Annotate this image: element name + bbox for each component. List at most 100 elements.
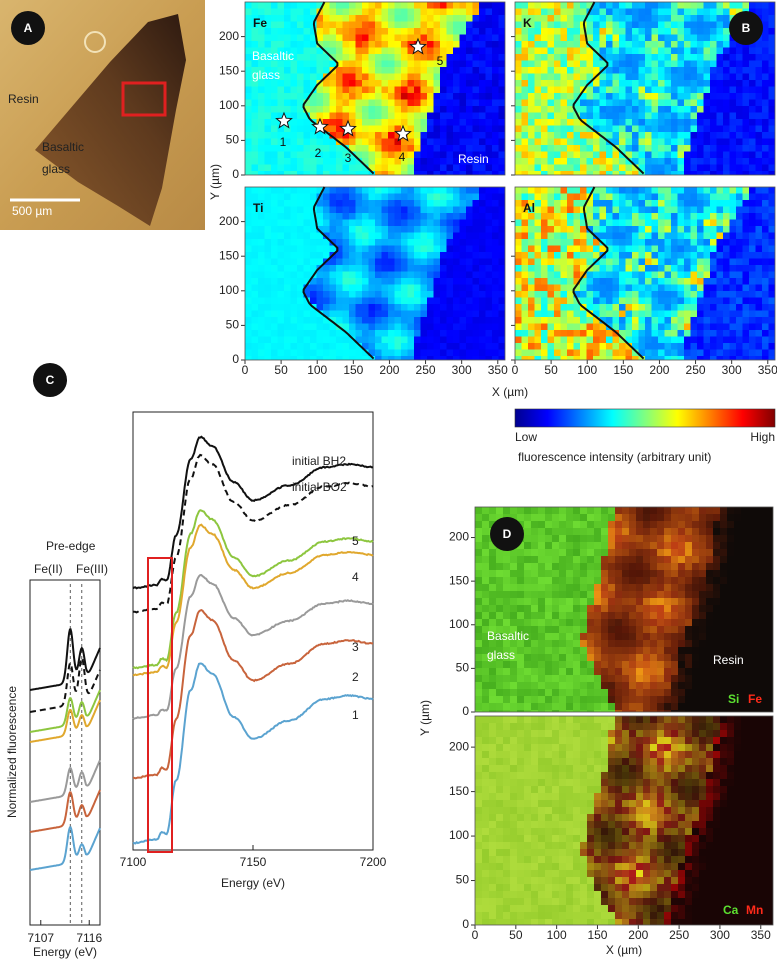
map-pixel xyxy=(528,15,535,22)
map-pixel xyxy=(290,226,298,233)
map-pixel xyxy=(264,80,272,87)
map-pixel xyxy=(677,213,685,220)
map-pixel xyxy=(755,258,763,266)
map-pixel xyxy=(515,164,522,172)
map-pixel xyxy=(768,93,775,100)
map-pixel xyxy=(586,21,594,29)
map-pixel xyxy=(316,291,324,298)
map-pixel xyxy=(251,138,259,146)
map-pixel xyxy=(401,323,408,331)
map-pixel xyxy=(593,86,600,94)
map-pixel xyxy=(375,271,382,279)
map-pixel xyxy=(515,47,522,55)
map-pixel xyxy=(703,330,711,337)
map-pixel xyxy=(619,28,626,35)
map-pixel xyxy=(729,73,737,81)
map-pixel xyxy=(482,591,490,599)
map-pixel xyxy=(534,336,542,344)
map-pixel xyxy=(612,252,620,259)
map-pixel xyxy=(310,343,317,350)
map-pixel xyxy=(355,119,363,126)
map-pixel xyxy=(479,8,486,16)
map-pixel xyxy=(401,349,408,357)
map-pixel xyxy=(586,291,594,298)
map-pixel xyxy=(336,21,343,29)
map-pixel xyxy=(271,28,278,35)
map-pixel xyxy=(612,219,620,227)
map-pixel xyxy=(368,54,376,61)
map-pixel xyxy=(541,2,548,9)
map-pixel xyxy=(541,213,548,220)
map-pixel xyxy=(528,34,535,42)
map-pixel xyxy=(517,661,525,669)
map-pixel xyxy=(632,125,639,133)
map-pixel xyxy=(567,164,574,172)
map-pixel xyxy=(303,343,311,350)
map-pixel xyxy=(466,151,473,159)
map-pixel xyxy=(492,232,499,240)
map-pixel xyxy=(375,145,382,152)
map-pixel xyxy=(475,570,483,578)
map-pixel xyxy=(690,41,698,48)
map-pixel xyxy=(394,60,402,68)
map-pixel xyxy=(420,291,428,298)
map-pixel xyxy=(762,15,769,22)
map-pixel xyxy=(573,356,581,360)
map-pixel xyxy=(612,226,620,233)
map-pixel xyxy=(485,310,493,318)
map-pixel xyxy=(329,206,337,214)
map-pixel xyxy=(459,60,467,68)
map-pixel xyxy=(736,125,743,133)
map-pixel xyxy=(303,213,311,220)
map-pixel xyxy=(541,171,548,175)
map-pixel xyxy=(697,60,704,68)
map-pixel xyxy=(264,323,272,331)
map-pixel xyxy=(251,258,259,266)
map-pixel xyxy=(560,317,568,324)
map-pixel xyxy=(355,106,363,113)
y-tick-label: 0 xyxy=(232,352,239,366)
map-pixel xyxy=(651,349,659,357)
map-pixel xyxy=(297,106,304,113)
map-pixel xyxy=(510,556,518,564)
map-pixel xyxy=(433,226,441,233)
map-pixel xyxy=(723,15,730,22)
map-pixel xyxy=(482,626,490,634)
map-pixel xyxy=(368,145,376,152)
map-pixel xyxy=(566,556,574,564)
map-pixel xyxy=(671,15,678,22)
map-pixel xyxy=(677,232,685,240)
map-pixel xyxy=(407,200,415,207)
map-pixel xyxy=(541,304,548,311)
map-pixel xyxy=(375,8,382,16)
map-pixel xyxy=(541,278,548,285)
map-pixel xyxy=(567,291,574,298)
map-pixel xyxy=(459,297,467,305)
map-pixel xyxy=(414,317,421,324)
map-pixel xyxy=(290,278,298,285)
map-pixel xyxy=(716,119,724,126)
map-pixel xyxy=(703,206,711,214)
map-pixel xyxy=(729,60,737,68)
map-pixel xyxy=(587,563,595,571)
map-pixel xyxy=(515,99,522,107)
map-pixel xyxy=(271,41,278,48)
map-pixel xyxy=(284,171,291,175)
map-pixel xyxy=(606,193,613,201)
map-pixel xyxy=(625,271,633,279)
map-pixel xyxy=(599,317,607,324)
map-pixel xyxy=(768,28,775,35)
map-pixel xyxy=(729,93,737,100)
map-pixel xyxy=(684,86,691,94)
map-pixel xyxy=(768,2,775,9)
map-pixel xyxy=(466,54,473,61)
map-pixel xyxy=(762,164,769,172)
map-pixel xyxy=(632,226,639,233)
map-pixel xyxy=(521,8,529,16)
map-pixel xyxy=(638,252,646,259)
map-pixel xyxy=(638,80,646,87)
map-pixel xyxy=(671,8,678,16)
map-pixel xyxy=(723,132,730,139)
map-pixel xyxy=(310,336,317,344)
map-pixel xyxy=(388,15,395,22)
